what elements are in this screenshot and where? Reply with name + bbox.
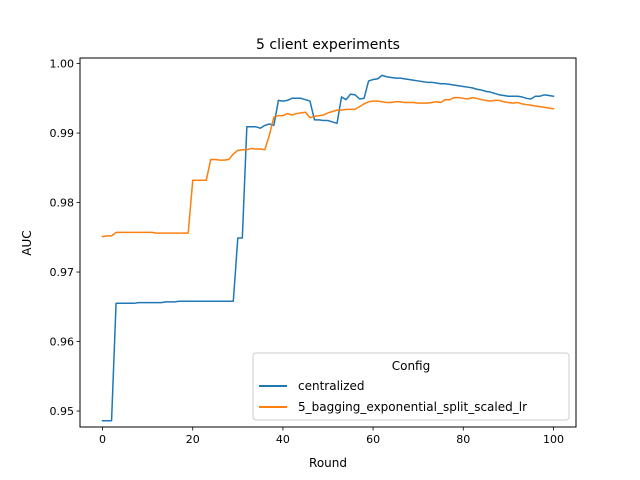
- y-tick-label: 0.95: [50, 405, 75, 418]
- y-axis-label: AUC: [20, 230, 34, 255]
- x-tick-label: 40: [276, 433, 290, 446]
- legend-title: Config: [392, 359, 431, 373]
- y-tick-label: 1.00: [50, 58, 75, 71]
- series-line-1: [101, 96, 555, 238]
- series-layer: [101, 74, 555, 422]
- series-line-0: [101, 74, 555, 422]
- y-axis-ticks: 0.95 0.96 0.97 0.98 0.99 1.00: [50, 58, 80, 418]
- x-tick-label: 80: [456, 433, 470, 446]
- axes-frame: [79, 57, 577, 428]
- x-tick-label: 20: [186, 433, 200, 446]
- legend-label-centralized: centralized: [298, 379, 365, 393]
- y-tick-label: 0.96: [50, 336, 75, 349]
- x-axis-label: Round: [309, 456, 347, 470]
- x-axis-ticks: 0 20 40 60 80 100: [99, 427, 564, 446]
- x-tick-label: 100: [543, 433, 564, 446]
- legend: Config centralized 5_bagging_exponential…: [252, 352, 570, 421]
- y-tick-label: 0.99: [50, 127, 75, 140]
- chart-title: 5 client experiments: [256, 37, 400, 53]
- x-tick-label: 0: [99, 433, 106, 446]
- y-tick-label: 0.98: [50, 197, 75, 210]
- plot-area: [79, 57, 577, 428]
- x-tick-label: 60: [366, 433, 380, 446]
- legend-box: [252, 352, 570, 421]
- y-tick-label: 0.97: [50, 266, 75, 279]
- legend-label-bagging: 5_bagging_exponential_split_scaled_lr: [298, 400, 527, 414]
